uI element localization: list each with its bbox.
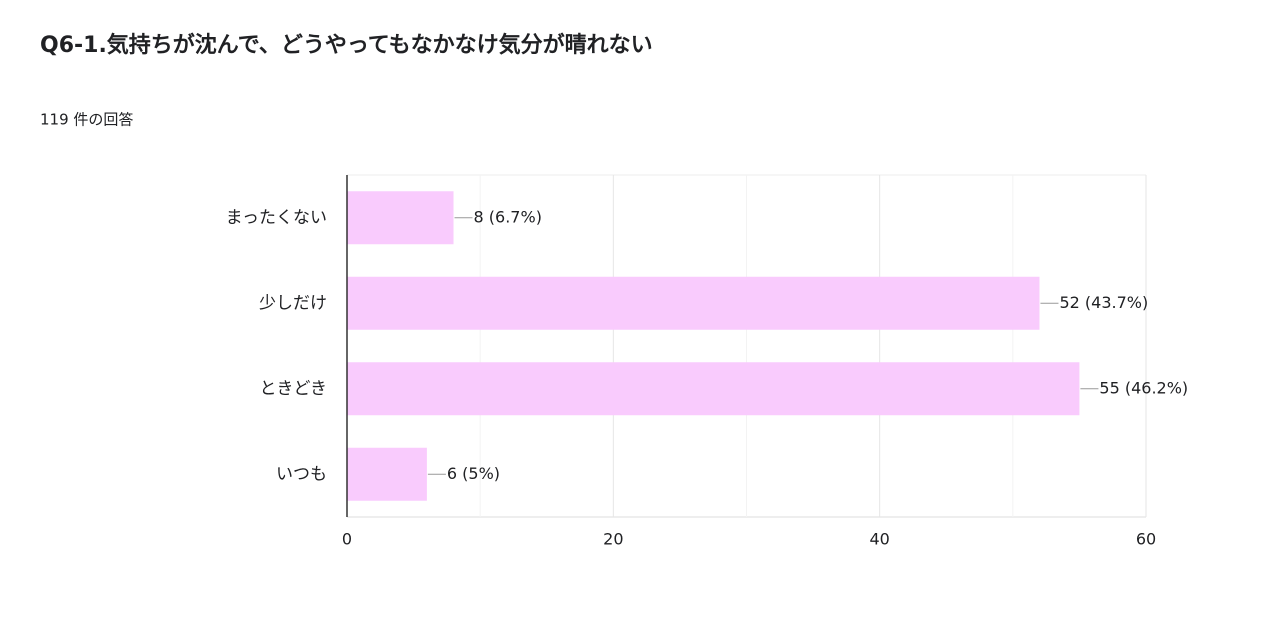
x-tick-label: 20 — [603, 530, 623, 549]
y-tick-label: いつも — [276, 464, 327, 484]
x-tick-label: 60 — [1136, 530, 1156, 549]
chart-subtitle: 119 件の回答 — [40, 111, 133, 129]
x-tick-label: 0 — [342, 530, 352, 549]
y-tick-label: まったくない — [226, 208, 327, 228]
x-tick-label: 40 — [869, 530, 889, 549]
data-label: 55 (46.2%) — [1099, 378, 1188, 397]
bar — [347, 276, 1040, 330]
chart-title: Q6-1.気持ちが沈んで、どうやってもなかなけ気分が晴れない — [40, 32, 653, 58]
bar — [347, 191, 454, 245]
data-label: 6 (5%) — [447, 464, 500, 483]
data-label: 52 (43.7%) — [1059, 293, 1148, 312]
y-tick-label: 少しだけ — [259, 293, 327, 313]
bar — [347, 447, 427, 501]
y-tick-label: ときどき — [260, 379, 328, 399]
data-label: 8 (6.7%) — [474, 207, 542, 226]
bar — [347, 362, 1080, 416]
